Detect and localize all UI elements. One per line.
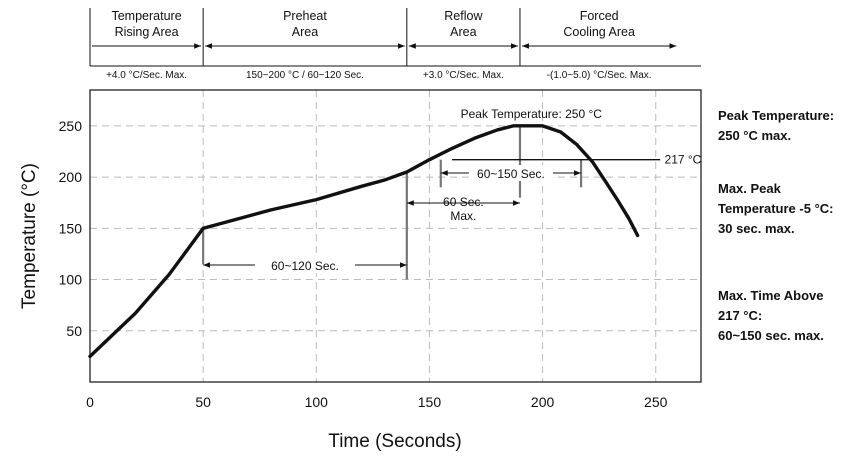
side-note-line: 60~150 sec. max. — [718, 328, 824, 343]
side-notes: Peak Temperature: 250 °C max. Max. Peak Tem… — [718, 108, 834, 343]
y-tick-label: 50 — [66, 323, 82, 339]
time-annotations: 60~120 Sec. 60 Sec.Max. 60~150 Sec. 217 °C P… — [202, 107, 702, 280]
side-note-line: Max. Peak — [718, 181, 782, 196]
label-bg — [468, 165, 553, 181]
zone-title: Temperature — [111, 9, 181, 23]
zone-title: Forced — [580, 9, 619, 23]
side-note-line: 30 sec. max. — [718, 221, 795, 236]
zone-title: Area — [450, 25, 476, 39]
side-note-line: Peak Temperature: — [718, 108, 834, 123]
x-tick-label: 0 — [86, 394, 94, 410]
zone-title: Rising Area — [115, 25, 179, 39]
side-note-line: Temperature -5 °C: — [718, 201, 833, 216]
side-note-line: Max. Time Above — [718, 288, 823, 303]
zone-title: Cooling Area — [563, 25, 635, 39]
y-tick-label: 150 — [59, 220, 83, 236]
x-tick-label: 100 — [305, 394, 329, 410]
peak-time-label: 60 Sec. — [443, 195, 484, 209]
axis-ticks: 0 50 100 150 200 250 50 100 150 200 250 — [59, 118, 668, 410]
y-tick-label: 100 — [59, 272, 83, 288]
series-group — [88, 124, 640, 359]
y-tick-label: 200 — [59, 169, 83, 185]
peak-time-label: Max. — [450, 209, 476, 223]
side-note-line: 217 °C: — [718, 308, 762, 323]
zone-rate: 150~200 °C / 60~120 Sec. — [246, 70, 364, 81]
label-bg — [254, 257, 355, 273]
zone-title: Reflow — [444, 9, 483, 23]
x-tick-label: 200 — [531, 394, 555, 410]
plot-frame — [89, 89, 702, 383]
zone-header: Temperature Rising Area +4.0 °C/Sec. Max. P… — [89, 8, 701, 81]
liquidus-label: 217 °C — [665, 153, 702, 167]
x-tick-label: 50 — [195, 394, 211, 410]
zone-rate: -(1.0~5.0) °C/Sec. Max. — [547, 70, 652, 81]
y-tick-label: 250 — [59, 118, 83, 134]
zone-rate: +4.0 °C/Sec. Max. — [106, 70, 187, 81]
peak-temperature-label: Peak Temperature: 250 °C — [461, 107, 603, 121]
zone-title: Preheat — [283, 9, 327, 23]
x-axis-title: Time (Seconds) — [328, 431, 461, 452]
series-line — [88, 124, 640, 359]
above-217-time-label: 60~150 Sec. — [477, 167, 545, 181]
plot-grid — [90, 90, 701, 382]
x-tick-label: 250 — [644, 394, 668, 410]
preheat-time-label: 60~120 Sec. — [271, 259, 339, 273]
y-axis-title: Temperature (°C) — [19, 163, 40, 309]
side-note-line: 250 °C max. — [718, 128, 791, 143]
x-tick-label: 150 — [418, 394, 442, 410]
zone-title: Area — [292, 25, 318, 39]
zone-rate: +3.0 °C/Sec. Max. — [423, 70, 504, 81]
